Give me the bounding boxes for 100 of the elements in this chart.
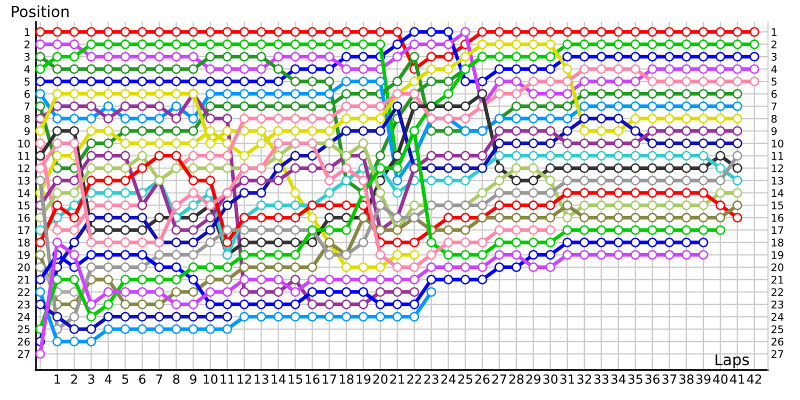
- point: [137, 238, 148, 248]
- point: [392, 76, 402, 86]
- point: [494, 27, 504, 37]
- y2-tick-label: 11: [772, 152, 784, 160]
- point: [358, 126, 368, 136]
- point: [120, 238, 130, 248]
- point: [511, 114, 522, 124]
- y-tick-label: 9: [24, 127, 30, 136]
- point: [494, 238, 504, 248]
- point: [188, 200, 198, 210]
- point: [682, 176, 692, 186]
- point: [103, 138, 114, 148]
- point: [443, 88, 454, 99]
- point: [273, 287, 284, 297]
- point: [562, 27, 572, 37]
- point: [52, 52, 62, 62]
- point: [239, 114, 250, 124]
- point: [580, 39, 590, 50]
- y-tick-label: 18: [18, 238, 30, 247]
- point: [154, 138, 164, 148]
- point: [545, 101, 556, 112]
- y-tick-label: 8: [24, 114, 30, 123]
- point: [69, 138, 80, 148]
- x-tick-label: 19: [356, 374, 370, 384]
- point: [52, 274, 62, 284]
- point: [120, 176, 130, 186]
- point: [52, 64, 62, 74]
- point: [664, 126, 674, 136]
- point: [511, 138, 522, 148]
- point: [52, 114, 62, 124]
- point: [256, 114, 266, 124]
- point: [358, 27, 368, 37]
- point: [137, 250, 148, 260]
- point: [171, 300, 182, 310]
- point: [103, 274, 114, 284]
- point: [103, 114, 114, 124]
- point: [35, 163, 46, 173]
- point: [460, 212, 470, 223]
- point: [69, 324, 80, 334]
- point: [171, 287, 182, 297]
- x-tick-label: 20: [373, 374, 388, 384]
- point: [392, 39, 402, 50]
- point: [614, 64, 624, 74]
- point: [103, 312, 114, 322]
- point: [630, 212, 640, 223]
- point: [545, 250, 556, 260]
- x-tick-label: 10: [204, 374, 218, 384]
- point: [750, 39, 760, 50]
- point: [239, 312, 250, 322]
- x-tick-label: 31: [560, 374, 574, 384]
- x-tick-label: 23: [424, 374, 438, 384]
- point: [409, 27, 420, 37]
- point: [630, 114, 640, 124]
- point: [614, 114, 624, 124]
- point: [511, 200, 522, 210]
- point: [443, 101, 454, 112]
- point: [205, 39, 216, 50]
- point: [528, 200, 538, 210]
- point: [494, 163, 504, 173]
- point: [614, 39, 624, 50]
- point: [256, 88, 266, 99]
- point: [205, 52, 216, 62]
- point: [239, 262, 250, 272]
- point: [460, 225, 470, 235]
- point: [222, 64, 232, 74]
- y2-tick-label: 3: [772, 52, 777, 61]
- point: [648, 200, 658, 210]
- point: [477, 250, 488, 260]
- point: [682, 200, 692, 210]
- x-tick-label: 4: [104, 374, 112, 384]
- point: [103, 188, 114, 198]
- point: [648, 114, 658, 124]
- point: [648, 88, 658, 99]
- y-tick-label: 15: [18, 202, 30, 210]
- point: [137, 163, 148, 173]
- point: [239, 64, 250, 74]
- point: [664, 27, 674, 37]
- point: [596, 238, 606, 248]
- point: [596, 212, 606, 223]
- point: [392, 312, 402, 322]
- point: [392, 27, 402, 37]
- point: [682, 64, 692, 74]
- point: [716, 126, 726, 136]
- point: [648, 64, 658, 74]
- point: [614, 200, 624, 210]
- point: [477, 39, 488, 50]
- point: [528, 27, 538, 37]
- point: [648, 27, 658, 37]
- point: [273, 300, 284, 310]
- point: [273, 76, 284, 86]
- point: [290, 300, 300, 310]
- point: [580, 138, 590, 148]
- point: [103, 300, 114, 310]
- point: [120, 287, 130, 297]
- point: [511, 262, 522, 272]
- point: [341, 212, 352, 223]
- point: [545, 76, 556, 86]
- point: [528, 176, 538, 186]
- y-tick-label: 13: [18, 176, 30, 185]
- point: [307, 300, 318, 310]
